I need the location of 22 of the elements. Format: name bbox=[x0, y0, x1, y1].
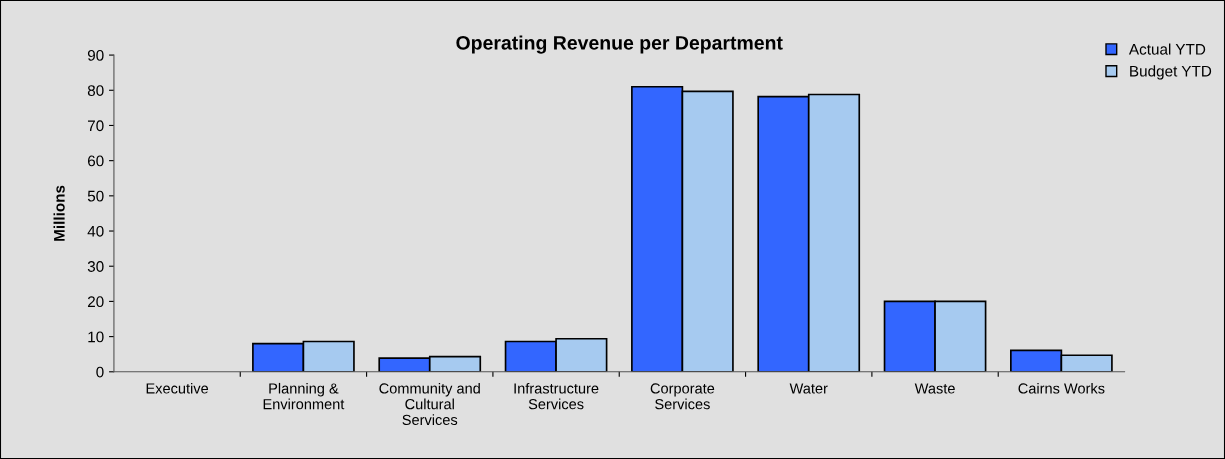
y-tick-label: 60 bbox=[87, 155, 104, 167]
y-tick-label: 30 bbox=[87, 261, 104, 272]
x-tick-label: Executive bbox=[146, 382, 209, 394]
x-tick-label: Water bbox=[789, 383, 828, 394]
y-tick-label: 90 bbox=[87, 49, 104, 61]
x-tick-label: Planning & Environment bbox=[263, 382, 345, 410]
y-tick-label: 70 bbox=[87, 120, 104, 132]
y-axis-title: Millions bbox=[53, 185, 65, 241]
y-tick-label: 10 bbox=[88, 331, 104, 343]
x-tick-label: Corporate Services bbox=[650, 383, 715, 410]
x-tick-label: Cairns Works bbox=[1018, 382, 1105, 394]
y-tick-label: 50 bbox=[87, 190, 104, 202]
y-tick-label: 80 bbox=[87, 85, 104, 96]
y-tick-label: 0 bbox=[96, 366, 104, 378]
x-tick-label: Waste bbox=[914, 383, 955, 394]
y-tick-label: 20 bbox=[87, 296, 104, 308]
x-tick-label: Infrastructure Services bbox=[514, 382, 599, 410]
legend-label: Budget YTD bbox=[1130, 65, 1212, 80]
legend-label: Actual YTD bbox=[1128, 43, 1206, 55]
y-tick-label: 40 bbox=[87, 225, 104, 237]
chart-title: Operating Revenue per Department bbox=[456, 35, 783, 54]
x-tick-label: Community and Cultural Services bbox=[379, 382, 480, 426]
